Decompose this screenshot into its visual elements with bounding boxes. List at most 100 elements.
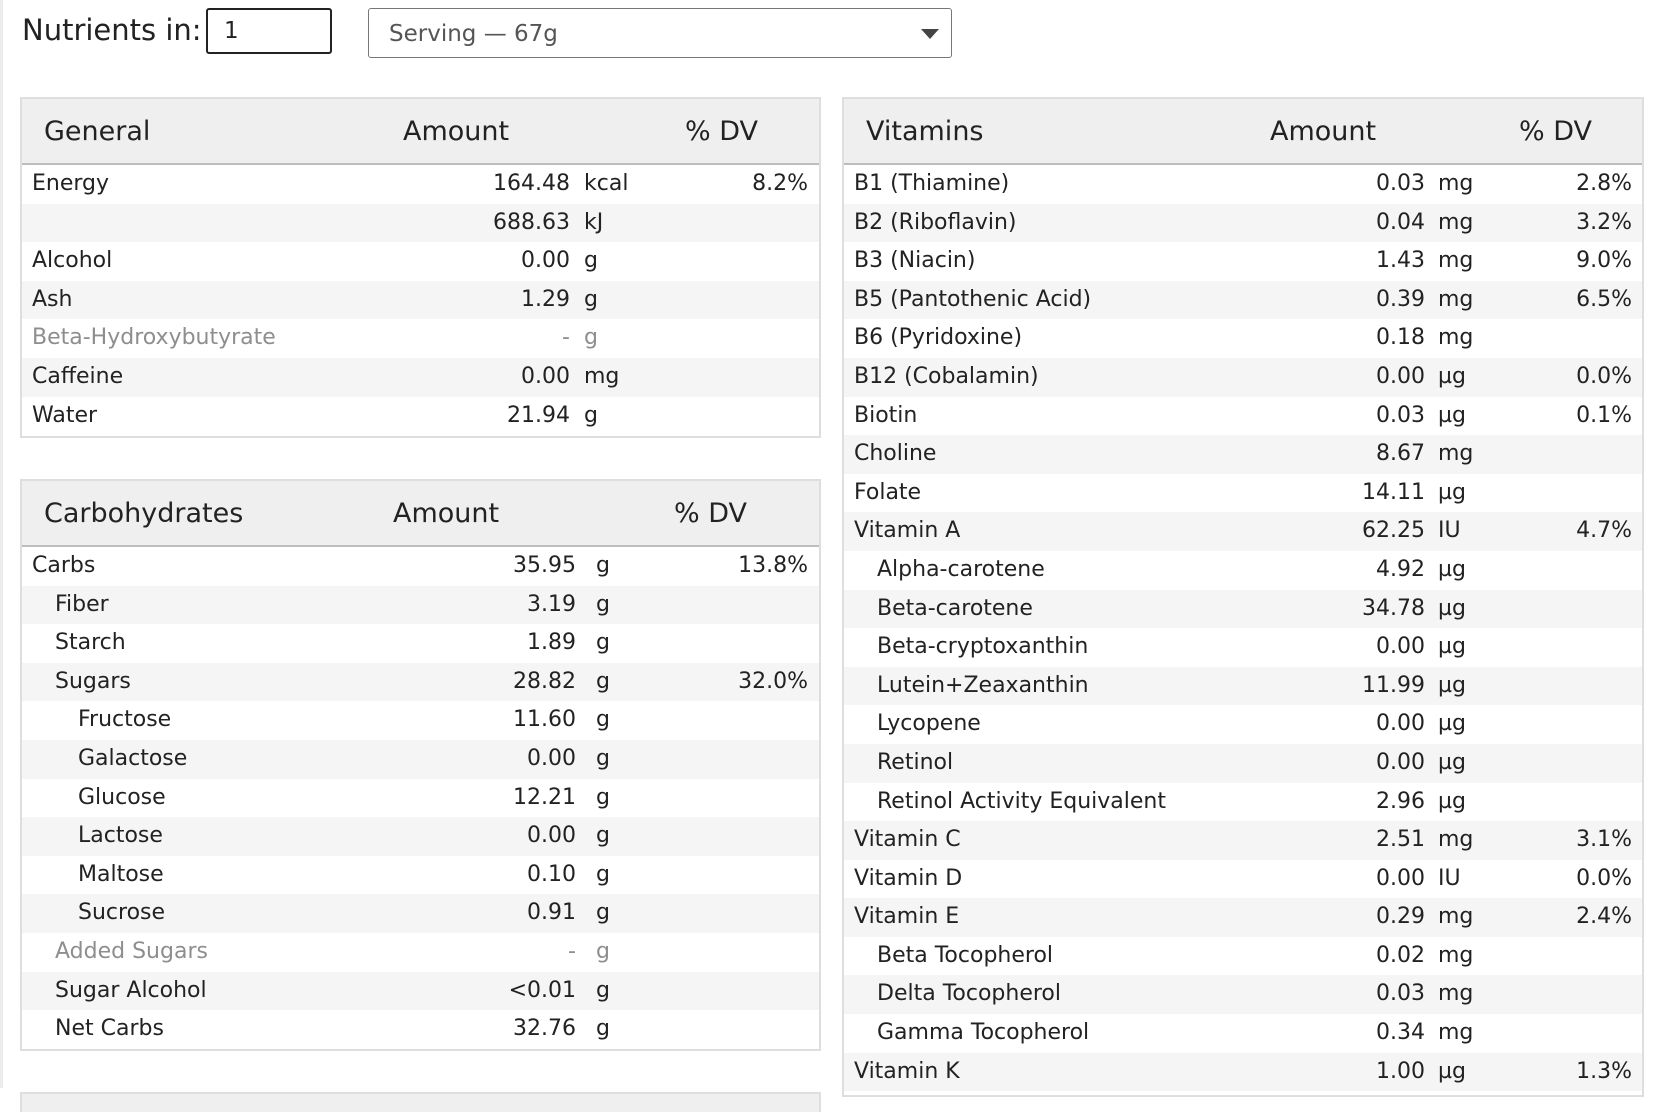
nutrient-row: Lutein+Zeaxanthin 11.99 µg (844, 666, 1642, 706)
nutrient-amount: 11.99 (1362, 672, 1425, 698)
nutrient-row: Starch 1.89 g (22, 624, 819, 663)
nutrient-unit: g (596, 823, 610, 849)
nutrient-unit: kJ (584, 209, 604, 235)
nutrient-amount: 2.51 (1376, 827, 1425, 853)
nutrient-unit: mg (1438, 248, 1474, 274)
nutrient-unit: g (596, 900, 610, 926)
nutrient-name: B12 (Cobalamin) (854, 363, 1039, 389)
nutrient-row: Choline 8.67 mg (844, 435, 1642, 474)
nutrient-amount: 0.00 (1376, 363, 1425, 389)
nutrient-unit: µg (1438, 556, 1466, 582)
nutrient-name: Vitamin E (854, 904, 960, 930)
nutrient-name: Sucrose (78, 900, 166, 926)
nutrient-amount: 35.95 (513, 553, 576, 578)
nutrient-row: Folate 14.11 µg (844, 474, 1642, 513)
nutrient-amount: 1.43 (1376, 248, 1425, 274)
nutrient-unit: g (596, 553, 610, 578)
nutrient-unit: mg (1438, 286, 1474, 312)
serving-size-value: Serving — 67g (389, 21, 558, 47)
nutrient-dv: 2.4% (1576, 904, 1632, 930)
nutrient-unit: mg (1438, 325, 1474, 351)
nutrient-name: Lycopene (877, 711, 981, 737)
nutrient-row: Fiber 3.19 g (22, 585, 819, 625)
nutrient-amount: 62.25 (1362, 518, 1425, 544)
nutrient-dv: 0.0% (1576, 865, 1632, 891)
nutrient-name: Beta Tocopherol (877, 942, 1054, 968)
nutrient-amount: 0.39 (1376, 286, 1425, 312)
next-section-panel (20, 1092, 821, 1112)
nutrient-row: B2 (Riboflavin) 0.04 mg 3.2% (844, 203, 1642, 243)
nutrient-name: Starch (55, 630, 126, 656)
nutrient-name: Sugars (55, 668, 131, 694)
nutrient-amount: 688.63 (493, 209, 570, 235)
nutrient-unit: µg (1438, 672, 1466, 698)
nutrient-name: Added Sugars (55, 938, 208, 964)
nutrient-name: Net Carbs (55, 1016, 164, 1042)
nutrient-name: B5 (Pantothenic Acid) (854, 286, 1092, 312)
nutrient-unit: µg (1438, 595, 1466, 621)
nutrient-amount: 0.00 (1376, 749, 1425, 775)
nutrient-dv: 13.8% (738, 553, 808, 578)
nutrient-unit: µg (1438, 402, 1466, 428)
nutrient-row: Delta Tocopherol 0.03 mg (844, 975, 1642, 1015)
nutrient-name: Alpha-carotene (877, 556, 1045, 582)
nutrient-unit: g (584, 248, 598, 274)
nutrient-name: B3 (Niacin) (854, 248, 976, 274)
nutrient-dv: 3.1% (1576, 827, 1632, 853)
nutrient-amount: 28.82 (513, 668, 576, 694)
dv-column-header: % DV (685, 116, 759, 147)
chevron-down-icon[interactable] (921, 29, 939, 39)
carbohydrates-panel: Carbohydrates Amount % DV Carbs 35.95 g 13.… (20, 479, 821, 1051)
nutrient-unit: µg (1438, 788, 1466, 814)
nutrient-name: B1 (Thiamine) (854, 171, 1010, 196)
nutrient-dv: 9.0% (1576, 248, 1632, 274)
nutrient-unit: g (596, 977, 610, 1003)
nutrient-name: B2 (Riboflavin) (854, 209, 1017, 235)
nutrient-amount: 0.34 (1376, 1020, 1425, 1046)
nutrient-row: Energy 164.48 kcal 8.2% (22, 165, 819, 204)
nutrient-row: Galactose 0.00 g (22, 739, 819, 779)
nutrient-name: Beta-Hydroxybutyrate (32, 325, 276, 351)
vitamins-title: Vitamins (866, 116, 984, 147)
nutrient-unit: IU (1438, 518, 1461, 544)
quantity-input[interactable] (206, 8, 332, 54)
nutrient-amount: 1.29 (521, 286, 570, 312)
nutrient-row: Sugar Alcohol <0.01 g (22, 971, 819, 1011)
nutrient-name: Retinol (877, 749, 954, 775)
nutrient-name: Biotin (854, 402, 918, 428)
nutrient-row: Retinol Activity Equivalent 2.96 µg (844, 783, 1642, 822)
nutrient-unit: IU (1438, 865, 1461, 891)
nutrient-unit: µg (1438, 749, 1466, 775)
nutrient-amount: <0.01 (508, 977, 576, 1003)
nutrient-name: Folate (854, 479, 922, 505)
nutrient-unit: mg (1438, 171, 1474, 196)
nutrient-amount: 0.00 (1376, 865, 1425, 891)
nutrient-name: Lutein+Zeaxanthin (877, 672, 1089, 698)
nutrient-amount: 21.94 (507, 402, 570, 428)
nutrient-dv: 2.8% (1576, 171, 1632, 196)
serving-size-select[interactable]: Serving — 67g (368, 8, 952, 58)
nutrient-unit: µg (1438, 711, 1466, 737)
carbohydrates-header: Carbohydrates Amount % DV (22, 481, 819, 547)
amount-column-header: Amount (393, 498, 500, 529)
nutrient-amount: 1.89 (527, 630, 576, 656)
nutrient-row: Beta-carotene 34.78 µg (844, 589, 1642, 629)
nutrient-amount: 0.10 (527, 861, 576, 887)
nutrient-name: Vitamin K (854, 1058, 960, 1084)
nutrient-row: Ash 1.29 g (22, 280, 819, 320)
nutrient-name: Retinol Activity Equivalent (877, 788, 1166, 814)
nutrient-unit: g (584, 325, 598, 351)
nutrient-unit: mg (1438, 904, 1474, 930)
nutrient-row: Lactose 0.00 g (22, 817, 819, 856)
nutrient-amount: 0.03 (1376, 171, 1425, 196)
nutrient-name: Carbs (32, 553, 96, 578)
nutrient-name: Maltose (78, 861, 164, 887)
nutrient-amount: - (562, 325, 570, 351)
nutrient-amount: 32.76 (513, 1016, 576, 1042)
amount-column-header: Amount (403, 116, 510, 147)
nutrient-amount: 14.11 (1362, 479, 1425, 505)
nutrient-row: Retinol 0.00 µg (844, 743, 1642, 783)
nutrient-amount: 11.60 (513, 707, 576, 733)
nutrient-amount: 0.00 (521, 363, 570, 389)
nutrient-name: Glucose (78, 784, 166, 810)
